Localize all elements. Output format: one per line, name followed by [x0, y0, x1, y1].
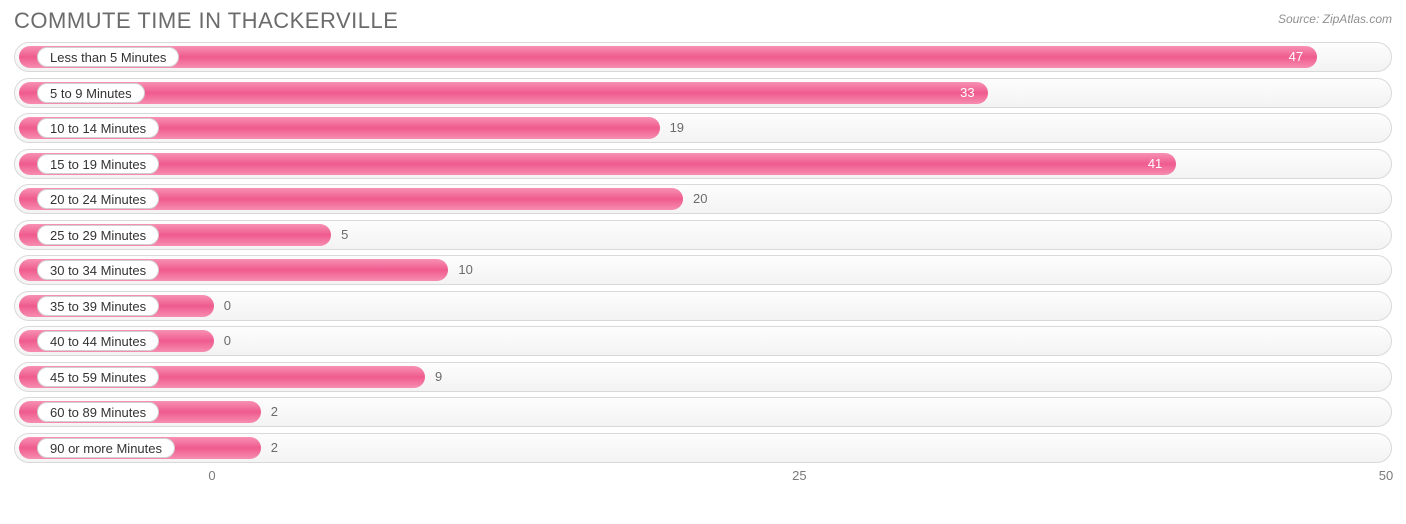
bar-row: Less than 5 Minutes 47: [14, 42, 1392, 72]
bar-row: 20 to 24 Minutes 20: [14, 184, 1392, 214]
bar-row: 10 to 14 Minutes 19: [14, 113, 1392, 143]
category-label: 20 to 24 Minutes: [37, 189, 159, 209]
bar-row: 25 to 29 Minutes 5: [14, 220, 1392, 250]
chart-plot-area: Less than 5 Minutes 47 5 to 9 Minutes 33 10 …: [14, 42, 1392, 463]
value-label: 19: [670, 114, 684, 142]
bar-row: 35 to 39 Minutes 0: [14, 291, 1392, 321]
value-label: 41: [1148, 150, 1162, 178]
category-label: Less than 5 Minutes: [37, 47, 179, 67]
bar-row: 90 or more Minutes 2: [14, 433, 1392, 463]
axis-tick: 0: [208, 468, 215, 483]
bar-fill: [19, 46, 1317, 68]
bar-fill: [19, 153, 1176, 175]
category-label: 90 or more Minutes: [37, 438, 175, 458]
chart-container: Commute Time in Thackerville Source: Zip…: [0, 0, 1406, 524]
category-label: 45 to 59 Minutes: [37, 367, 159, 387]
source-name: ZipAtlas.com: [1323, 12, 1392, 26]
category-label: 25 to 29 Minutes: [37, 225, 159, 245]
bar-row: 5 to 9 Minutes 33: [14, 78, 1392, 108]
bar-row: 60 to 89 Minutes 2: [14, 397, 1392, 427]
value-label: 20: [693, 185, 707, 213]
value-label: 0: [224, 327, 231, 355]
category-label: 10 to 14 Minutes: [37, 118, 159, 138]
axis-tick: 50: [1379, 468, 1393, 483]
axis-tick: 25: [792, 468, 806, 483]
chart-header: Commute Time in Thackerville Source: Zip…: [14, 8, 1392, 42]
chart-title: Commute Time in Thackerville: [14, 8, 398, 34]
x-axis: 0 25 50: [14, 468, 1392, 492]
value-label: 10: [458, 256, 472, 284]
value-label: 2: [271, 398, 278, 426]
value-label: 9: [435, 363, 442, 391]
bar-row: 40 to 44 Minutes 0: [14, 326, 1392, 356]
value-label: 47: [1289, 43, 1303, 71]
value-label: 33: [960, 79, 974, 107]
category-label: 35 to 39 Minutes: [37, 296, 159, 316]
bar-row: 30 to 34 Minutes 10: [14, 255, 1392, 285]
value-label: 0: [224, 292, 231, 320]
chart-source: Source: ZipAtlas.com: [1278, 8, 1392, 26]
bar-fill: [19, 82, 988, 104]
bar-row: 15 to 19 Minutes 41: [14, 149, 1392, 179]
category-label: 60 to 89 Minutes: [37, 402, 159, 422]
bar-row: 45 to 59 Minutes 9: [14, 362, 1392, 392]
value-label: 2: [271, 434, 278, 462]
category-label: 5 to 9 Minutes: [37, 83, 145, 103]
category-label: 15 to 19 Minutes: [37, 154, 159, 174]
source-prefix: Source:: [1278, 12, 1323, 26]
value-label: 5: [341, 221, 348, 249]
category-label: 30 to 34 Minutes: [37, 260, 159, 280]
category-label: 40 to 44 Minutes: [37, 331, 159, 351]
